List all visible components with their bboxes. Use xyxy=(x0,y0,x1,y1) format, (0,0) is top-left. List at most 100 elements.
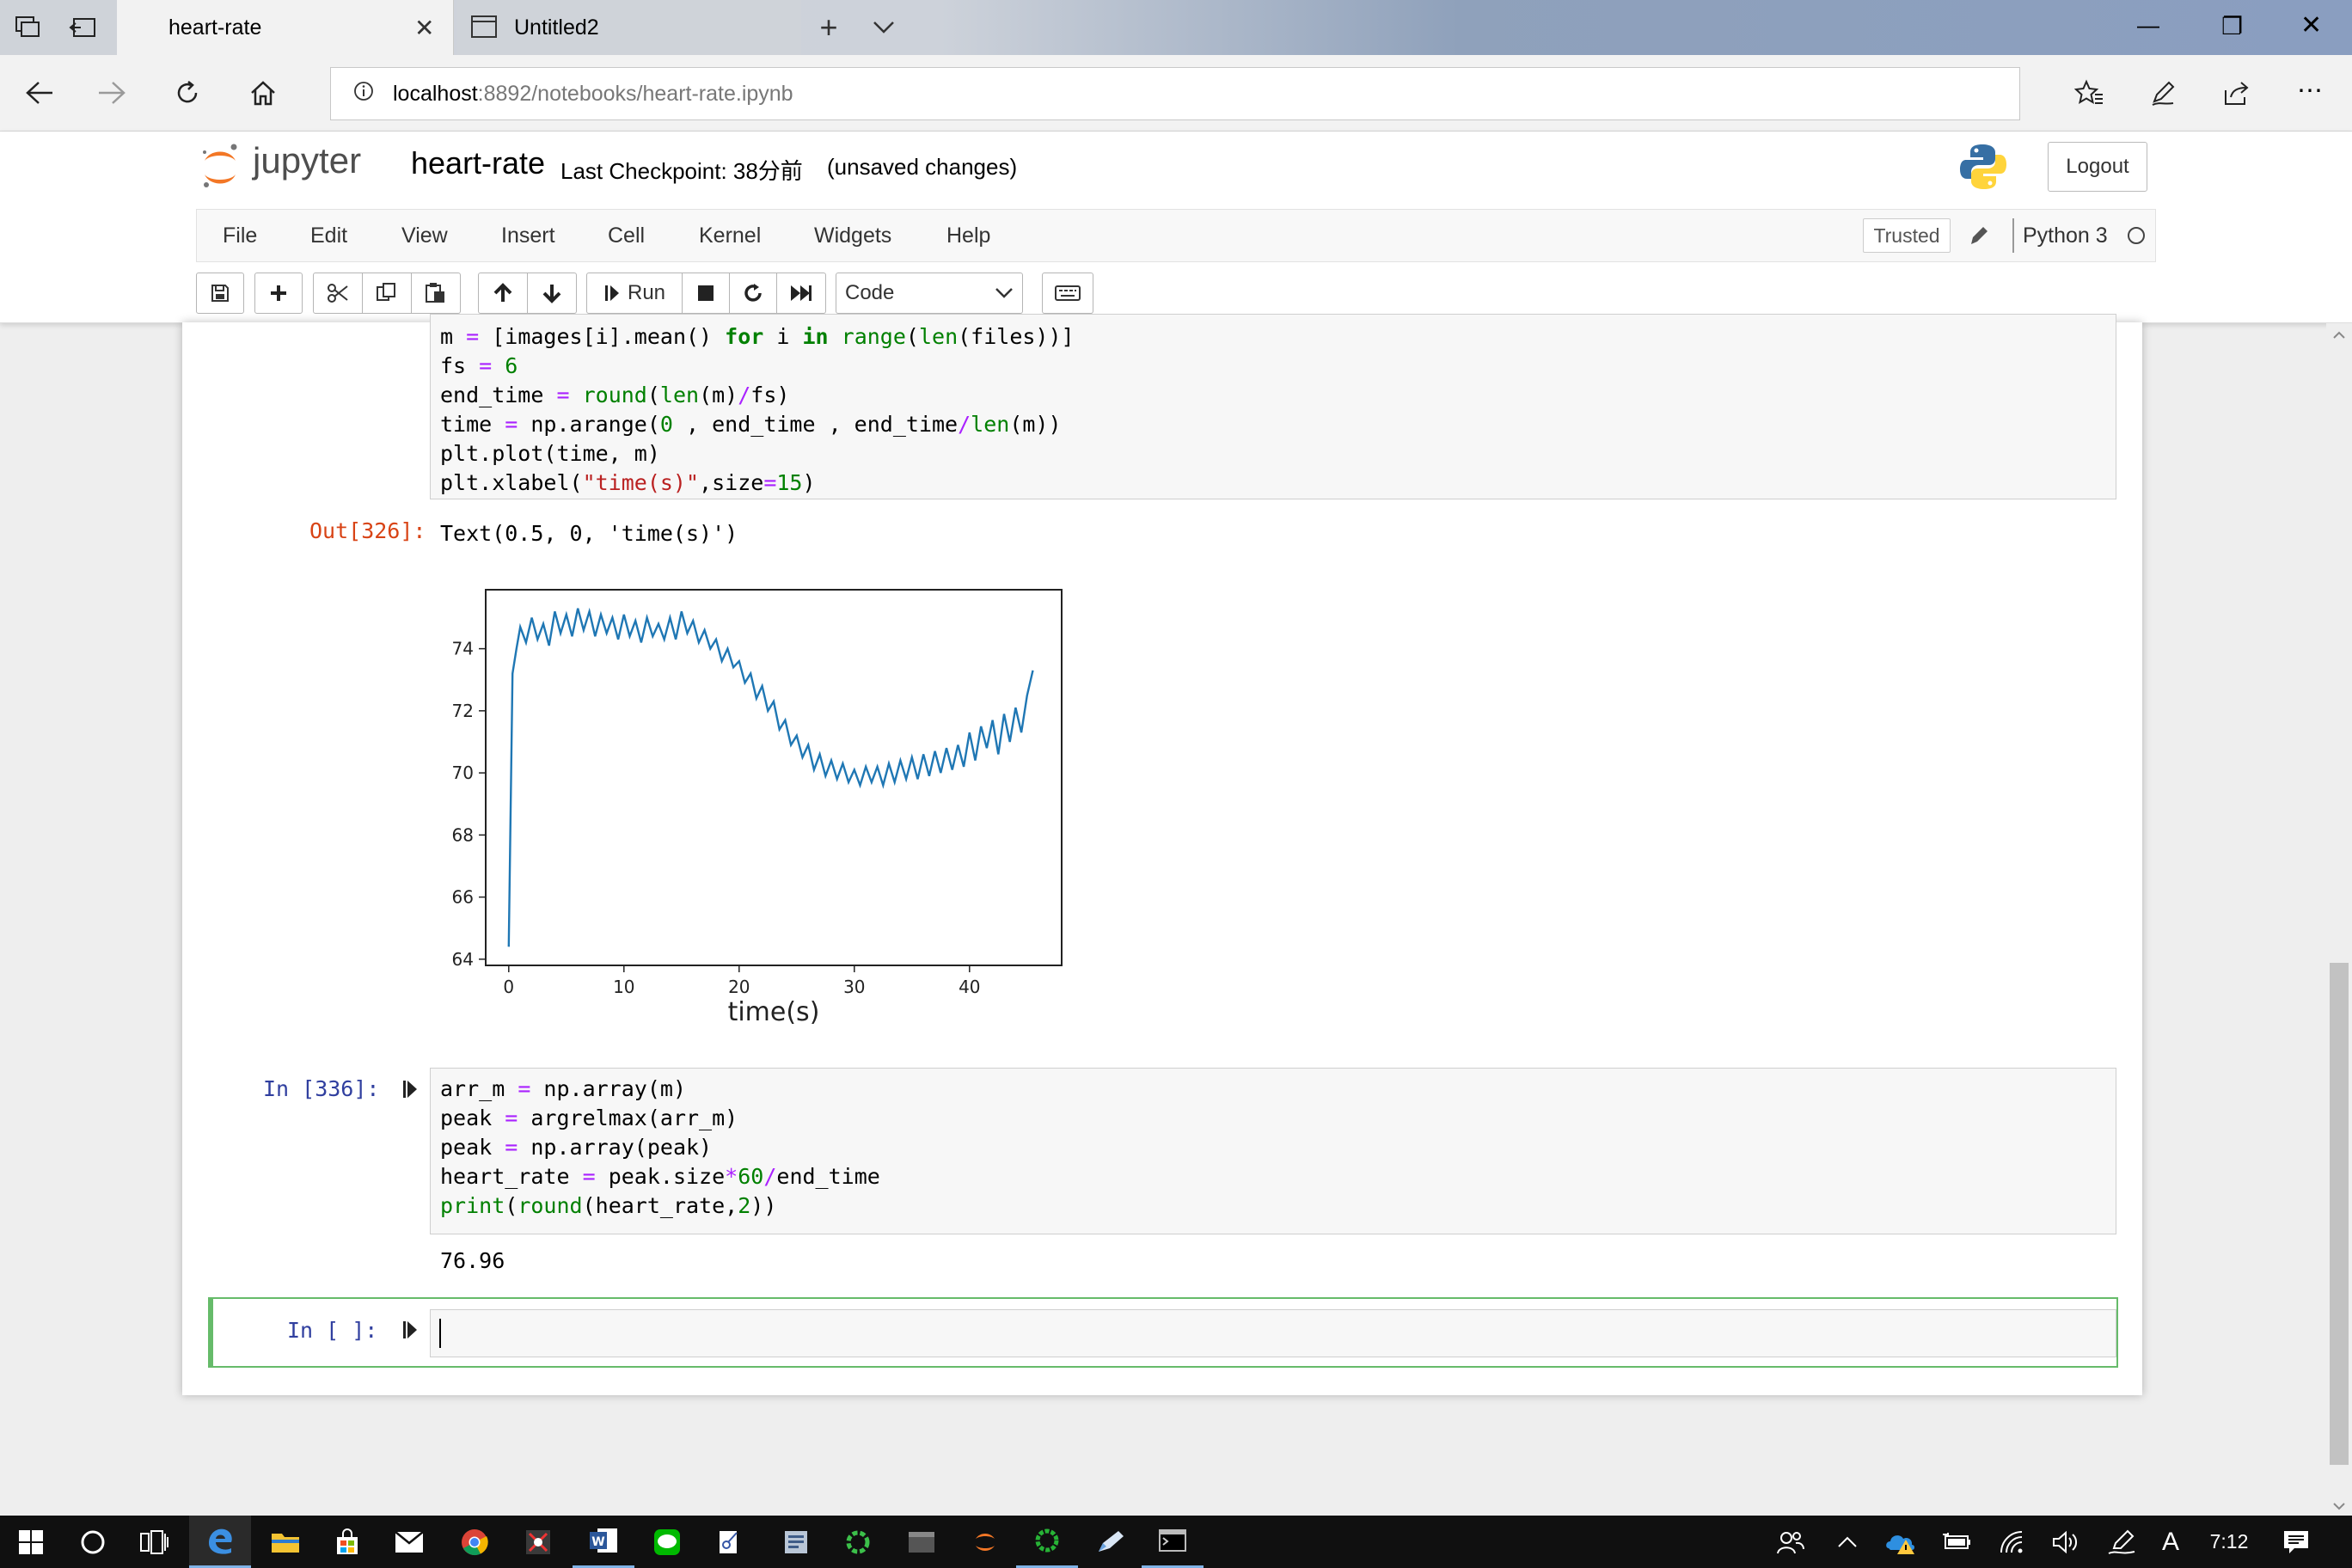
restart-run-all-button[interactable] xyxy=(776,273,826,314)
cortana-search-icon[interactable] xyxy=(62,1516,124,1568)
copy-button[interactable] xyxy=(362,273,412,314)
store-icon[interactable] xyxy=(316,1516,378,1568)
kernel-idle-indicator-icon xyxy=(2128,227,2145,244)
site-info-icon[interactable] xyxy=(353,81,374,107)
stop-icon xyxy=(698,285,714,301)
move-down-button[interactable] xyxy=(527,273,577,314)
menu-widgets[interactable]: Widgets xyxy=(814,224,892,248)
minimize-icon[interactable]: — xyxy=(2137,12,2159,38)
plus-icon xyxy=(271,285,286,301)
move-up-button[interactable] xyxy=(478,273,528,314)
terminal-icon[interactable] xyxy=(1142,1516,1204,1568)
selected-cell[interactable] xyxy=(208,1297,2118,1368)
pen-app-icon[interactable] xyxy=(1080,1516,1142,1568)
menu-file[interactable]: File xyxy=(223,224,258,248)
start-windows-icon[interactable] xyxy=(0,1516,62,1568)
y-tick-label: 66 xyxy=(452,887,474,908)
pen-notes-icon[interactable] xyxy=(2144,74,2182,112)
menu-cell[interactable]: Cell xyxy=(608,224,646,248)
edge-browser-icon[interactable] xyxy=(189,1516,251,1568)
word-icon[interactable]: W xyxy=(573,1516,634,1568)
tab-list-chevron-icon[interactable] xyxy=(865,12,903,43)
refresh-icon[interactable] xyxy=(168,74,206,112)
scroll-down-icon[interactable] xyxy=(2332,1499,2346,1515)
code-cell-3-input[interactable] xyxy=(430,1309,2116,1357)
arrow-up-icon xyxy=(493,283,512,302)
jupyter-logo-icon[interactable] xyxy=(199,142,241,196)
file-explorer-icon[interactable] xyxy=(254,1516,316,1568)
tab-untitled2[interactable]: Untitled2 xyxy=(457,0,801,55)
jupyter-taskbar-icon[interactable] xyxy=(954,1516,1016,1568)
forward-icon[interactable] xyxy=(93,74,131,112)
notes-app-icon[interactable] xyxy=(765,1516,827,1568)
people-icon[interactable] xyxy=(1761,1516,1821,1568)
address-input[interactable]: localhost:8892/notebooks/heart-rate.ipyn… xyxy=(330,67,2020,120)
favorites-star-icon[interactable] xyxy=(2070,74,2108,112)
windows-taskbar: W A 7:12 xyxy=(0,1516,2352,1568)
volume-icon[interactable] xyxy=(2039,1516,2094,1568)
mail-icon[interactable] xyxy=(378,1516,440,1568)
menu-help[interactable]: Help xyxy=(946,224,991,248)
restore-icon[interactable]: ❐ xyxy=(2221,13,2244,40)
tab-heart-rate[interactable]: heart-rate ✕ xyxy=(117,0,454,55)
save-button[interactable] xyxy=(196,273,244,314)
action-center-icon[interactable] xyxy=(2266,1516,2326,1568)
logout-button[interactable]: Logout xyxy=(2048,142,2147,192)
show-hidden-icons-chevron-icon[interactable] xyxy=(1821,1516,1874,1568)
tab-manager-icon[interactable] xyxy=(9,12,46,43)
more-menu-icon[interactable]: ⋯ xyxy=(2297,77,2324,105)
green-circle-app-icon[interactable] xyxy=(1016,1516,1078,1568)
python-logo-icon xyxy=(1958,142,2008,196)
run-cell-icon[interactable] xyxy=(402,1320,418,1344)
trusted-indicator[interactable]: Trusted xyxy=(1863,218,1951,253)
code-cell-2-input[interactable] xyxy=(430,1068,2116,1234)
run-button[interactable]: Run xyxy=(586,273,683,314)
menu-view[interactable]: View xyxy=(401,224,448,248)
menu-insert[interactable]: Insert xyxy=(501,224,555,248)
menu-edit[interactable]: Edit xyxy=(310,224,348,248)
back-icon[interactable] xyxy=(21,74,58,112)
scroll-up-icon[interactable] xyxy=(2332,328,2346,344)
line-app-icon[interactable] xyxy=(636,1516,698,1568)
code-line-6: plt.xlabel("time(s)",size=15) xyxy=(440,470,816,495)
window-app-icon[interactable] xyxy=(891,1516,952,1568)
menu-kernel[interactable]: Kernel xyxy=(699,224,762,248)
set-aside-tabs-icon[interactable] xyxy=(64,12,101,43)
code-cell-input[interactable] xyxy=(430,314,2116,499)
snipping-tool-icon[interactable] xyxy=(698,1516,760,1568)
wifi-icon[interactable] xyxy=(1984,1516,2039,1568)
cut-button[interactable] xyxy=(313,273,363,314)
clock-time[interactable]: 7:12 xyxy=(2209,1530,2249,1553)
paste-button[interactable] xyxy=(411,273,461,314)
home-icon[interactable] xyxy=(244,74,282,112)
share-icon[interactable] xyxy=(2218,74,2256,112)
notebook-name[interactable]: heart-rate xyxy=(411,145,546,181)
onedrive-warning-icon[interactable] xyxy=(1874,1516,1929,1568)
window-close-icon[interactable]: ✕ xyxy=(2300,11,2323,40)
new-tab-icon[interactable]: + xyxy=(819,9,838,45)
interrupt-button[interactable] xyxy=(682,273,730,314)
run-cell-icon[interactable] xyxy=(402,1079,418,1104)
jupyter-logo-text[interactable]: jupyter xyxy=(253,140,362,181)
windows-ink-icon[interactable] xyxy=(2094,1516,2149,1568)
insert-cell-button[interactable] xyxy=(254,273,303,314)
edit-pencil-icon[interactable] xyxy=(1968,222,1990,252)
tab-close-icon[interactable]: ✕ xyxy=(414,15,435,41)
game-app-icon[interactable] xyxy=(507,1516,569,1568)
battery-icon[interactable] xyxy=(1929,1516,1984,1568)
code-line-3: peak = np.array(peak) xyxy=(440,1135,713,1160)
chrome-icon[interactable] xyxy=(444,1516,505,1568)
page-icon xyxy=(471,15,497,44)
green-ring-app-icon[interactable] xyxy=(827,1516,889,1568)
separator xyxy=(2012,218,2014,253)
code-cell-2-source: arr_m = np.array(m) peak = argrelmax(arr_… xyxy=(440,1075,880,1221)
restart-kernel-button[interactable] xyxy=(729,273,777,314)
scissors-icon xyxy=(328,284,348,303)
vertical-scrollbar[interactable] xyxy=(2326,323,2352,1516)
scroll-thumb[interactable] xyxy=(2330,963,2349,1465)
task-view-icon[interactable] xyxy=(124,1516,186,1568)
x-tick-label: 0 xyxy=(503,977,514,997)
ime-indicator[interactable]: A xyxy=(2161,1527,2179,1556)
cell-type-select[interactable]: Code xyxy=(836,273,1023,314)
command-palette-button[interactable] xyxy=(1042,273,1093,314)
